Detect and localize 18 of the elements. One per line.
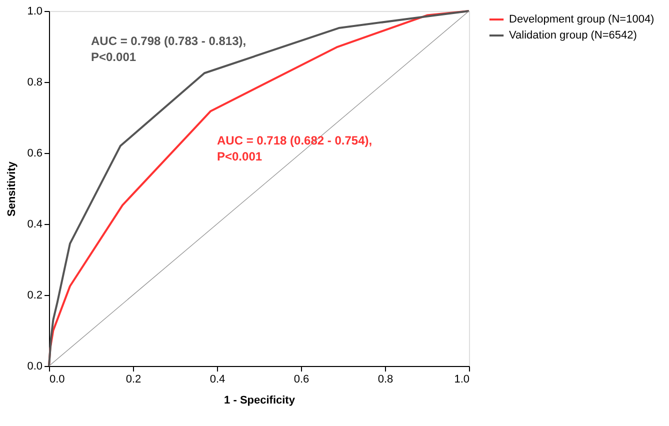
y-tick-label: 0.8 [27, 76, 42, 88]
y-axis-title: Sensitivity [6, 160, 18, 217]
legend-label: Validation group (N=6542) [509, 30, 637, 42]
x-axis-title: 1 - Specificity [224, 394, 296, 406]
x-tick-label: 0.2 [126, 374, 142, 386]
legend-label: Development group (N=1004) [509, 14, 654, 26]
y-tick-label: 0.2 [27, 290, 42, 302]
text: 1.0 [27, 6, 42, 18]
y-tick-label: 0.4 [27, 218, 42, 230]
annotation: AUC = 0.718 (0.682 - 0.754), P<0.001 [217, 133, 372, 164]
text: 1.0 [454, 374, 470, 386]
text: 0.0 [50, 374, 65, 386]
x-tick-label: 0.6 [294, 374, 310, 386]
text: 0.0 [27, 360, 42, 372]
annotation: AUC = 0.798 (0.783 - 0.813), P<0.001 [91, 34, 246, 64]
x-tick-label: 0.4 [210, 374, 226, 386]
x-tick-label: 0.8 [378, 374, 394, 386]
y-tick-label: 0.6 [27, 148, 42, 160]
